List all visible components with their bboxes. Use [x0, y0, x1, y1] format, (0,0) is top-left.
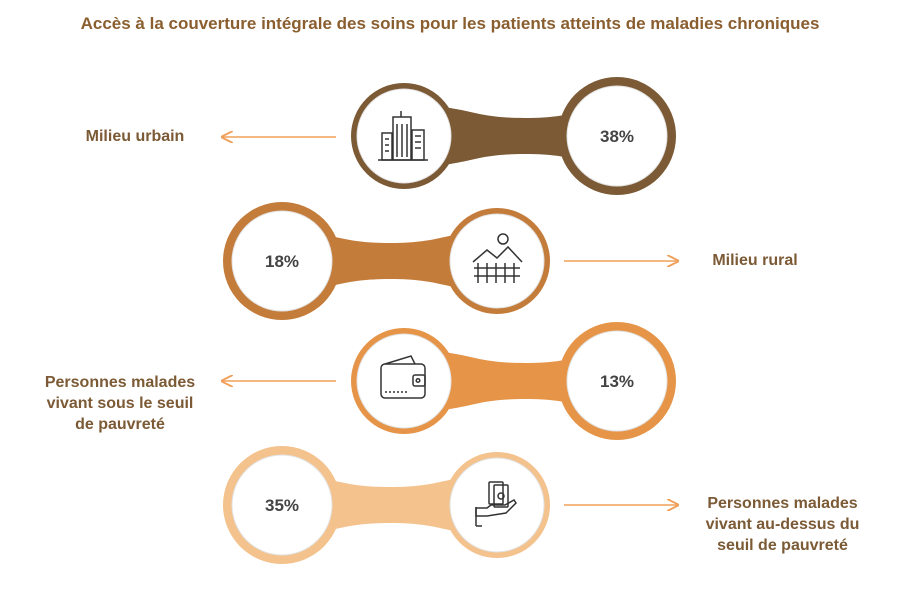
category-label: Personnes malades vivant au-dessus du se… [705, 495, 860, 554]
hand-money-icon [475, 481, 517, 527]
row-urban: 38% [222, 77, 676, 195]
category-label: Milieu urbain [85, 128, 185, 145]
value-label: 38% [600, 127, 634, 146]
row-below-poverty: 13% [222, 322, 676, 440]
wallet-icon [380, 355, 426, 399]
row-rural: 18% [223, 202, 678, 320]
chart-title: Accès à la couverture intégrale des soin… [80, 14, 820, 33]
value-label: 18% [265, 252, 299, 271]
row-above-poverty: 35% [223, 446, 678, 564]
value-label: 35% [265, 496, 299, 515]
category-label: Personnes malades vivant sous le seuil d… [44, 374, 196, 433]
countryside-fence-icon [472, 233, 523, 283]
category-label: Milieu rural [712, 252, 798, 269]
value-label: 13% [600, 372, 634, 391]
city-buildings-icon [378, 111, 428, 161]
